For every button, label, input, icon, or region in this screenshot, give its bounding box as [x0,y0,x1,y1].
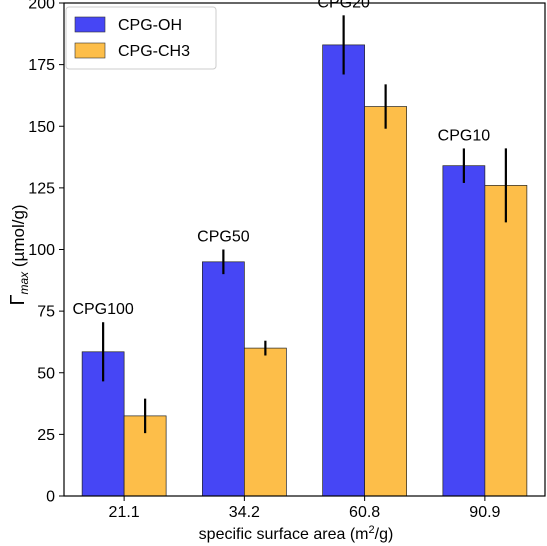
x-axis-label: specific surface area (m2/g) [199,524,394,543]
bar-cpg-oh-90.9 [442,165,486,497]
bars-layer [81,44,528,497]
legend-swatch-cpg-oh [74,16,106,33]
x-tick-label: 34.2 [229,504,260,521]
y-axis: 0 25 50 75 100 125 150 175 200 [28,0,64,506]
bar-annotation-cpg100: CPG100 [72,301,133,318]
error-bars-layer [102,15,507,434]
x-axis: 21.1 34.2 60.8 90.9 [109,496,501,521]
y-axis-label: Γmax (µmol/g) [7,204,31,305]
x-axis-label-main: specific surface area (m [199,526,369,543]
bar-annotation-cpg10: CPG10 [438,127,491,144]
y-axis-label-unit: (µmol/g) [9,204,28,267]
y-axis-label-subscript: max [17,271,31,295]
y-axis-label-symbol: Γ [7,295,29,306]
y-tick-label: 25 [37,427,55,444]
x-axis-label-end: /g) [375,526,394,543]
y-tick-label: 125 [28,180,55,197]
y-tick-label: 0 [46,489,55,506]
bar-annotation-cpg20: CPG20 [317,0,370,11]
bar-cpg-ch3-90.9 [484,185,528,497]
bar-cpg-ch3-60.8 [364,106,407,497]
bar-annotations-layer: CPG100 CPG50 CPG20 CPG10 [72,0,490,318]
legend-swatch-cpg-ch3 [74,42,106,59]
y-tick-label: 100 [28,242,55,259]
x-axis-label-superscript: 2 [369,524,375,536]
y-tick-label: 50 [37,365,55,382]
x-tick-label: 21.1 [109,504,140,521]
legend-label-cpg-ch3: CPG-CH3 [118,43,190,60]
x-tick-label: 60.8 [349,504,380,521]
legend-label-cpg-oh: CPG-OH [118,17,182,34]
y-tick-label: 175 [28,57,55,74]
x-tick-label: 90.9 [469,504,500,521]
bar-cpg-oh-60.8 [322,44,365,497]
y-tick-label: 75 [37,304,55,321]
legend: CPG-OH CPG-CH3 [65,6,217,70]
y-tick-label: 200 [28,0,55,13]
bar-annotation-cpg50: CPG50 [197,229,250,246]
bar-cpg-oh-34.2 [202,261,245,497]
y-tick-label: 150 [28,119,55,136]
bar-cpg-ch3-34.2 [244,347,287,497]
